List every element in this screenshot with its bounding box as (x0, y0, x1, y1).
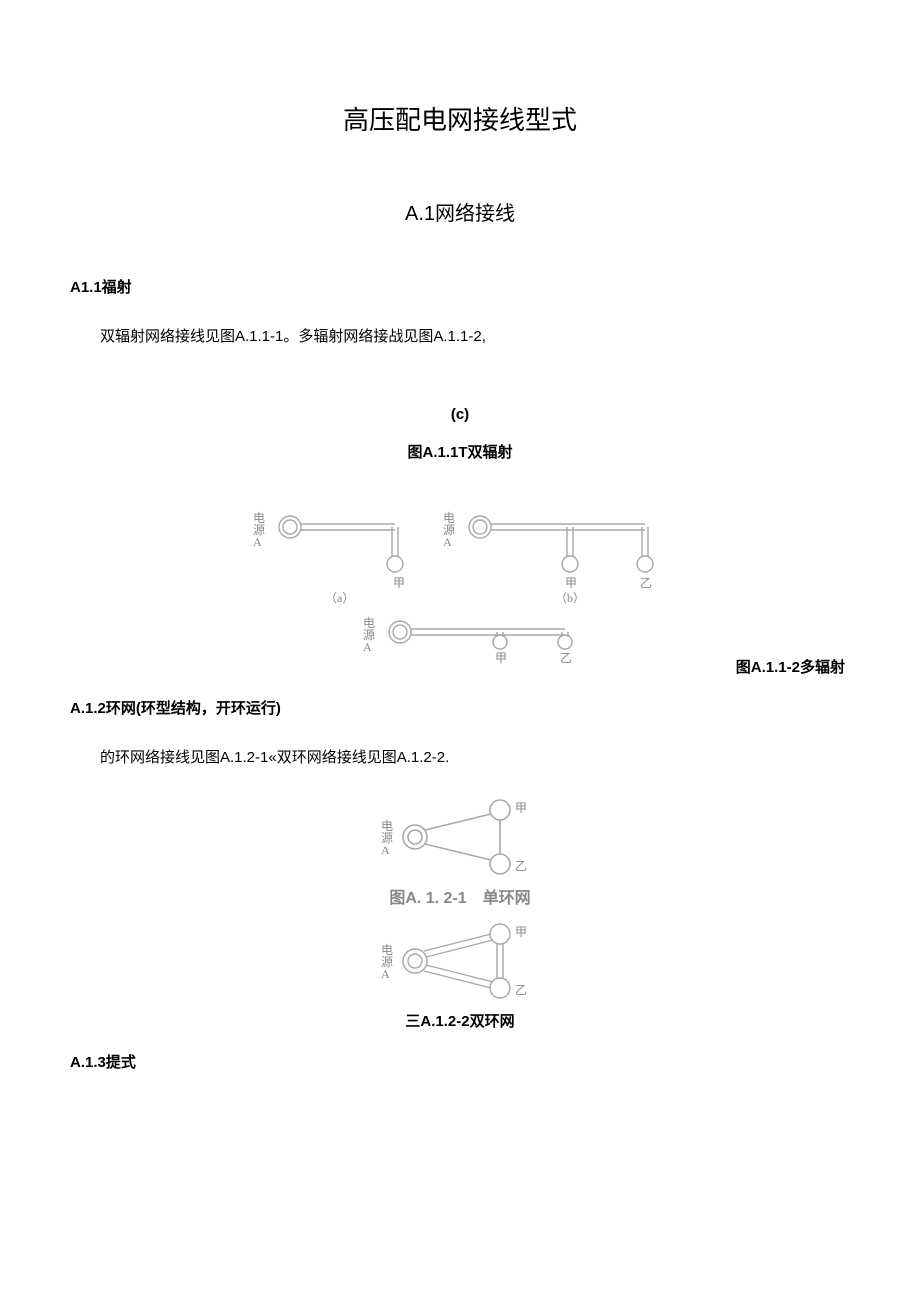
label-ring-jia: 甲 (515, 801, 527, 815)
label-jia-c: 甲 (495, 651, 507, 665)
label-b: （b） (555, 591, 585, 605)
heading-a11: A1.1福射 (70, 276, 850, 297)
heading-a12: A.1.2环网(环型结构，开环运行) (70, 697, 850, 718)
figure-a121: 电 源 A 甲 乙 (70, 792, 850, 882)
sublabel-c: (c) (70, 406, 850, 423)
diagram-multi-radiation: 电 源 A 甲 （a） (245, 502, 675, 672)
label-jia-a: 甲 (393, 576, 405, 590)
label-ring-yi: 乙 (515, 859, 527, 873)
diagram-single-ring: 电 源 A 甲 乙 (375, 792, 545, 882)
label-a: （a） (325, 591, 354, 605)
section-title: A.1网络接线 (70, 197, 850, 226)
caption-a11-1: 图A.1.1T双辐射 (70, 441, 850, 462)
heading-a13: A.1.3提式 (70, 1051, 850, 1072)
paragraph-a11: 双辐射网络接线见图A.1.1-1。多辐射网络接战见图A.1.1-2, (70, 325, 850, 346)
page-title: 高压配电网接线型式 (70, 100, 850, 137)
caption-a121: 图A. 1. 2-1 单环网 (70, 884, 850, 908)
label-dring-src3: A (381, 967, 390, 981)
paragraph-a12: 的环网络接线见图A.1.2-1«双环网络接线见图A.1.2-2. (70, 746, 850, 767)
caption-a122: 三A.1.2-2双环网 (70, 1010, 850, 1031)
label-jia-b: 甲 (565, 576, 577, 590)
label-ring-src3: A (381, 843, 390, 857)
label-src-b3: A (443, 535, 452, 549)
label-yi-b: 乙 (640, 576, 652, 590)
figure-a112: 电 源 A 甲 （a） (70, 502, 850, 677)
label-yi-c: 乙 (560, 651, 572, 665)
label-src-a3: A (253, 535, 262, 549)
caption-a112: 图A.1.1-2多辐射 (736, 656, 845, 677)
label-dring-yi: 乙 (515, 983, 527, 997)
label-dring-jia: 甲 (515, 925, 527, 939)
label-src-c3: A (363, 640, 372, 654)
figure-a122: 电 源 A 甲 乙 (70, 916, 850, 1006)
diagram-double-ring: 电 源 A 甲 乙 (375, 916, 545, 1006)
